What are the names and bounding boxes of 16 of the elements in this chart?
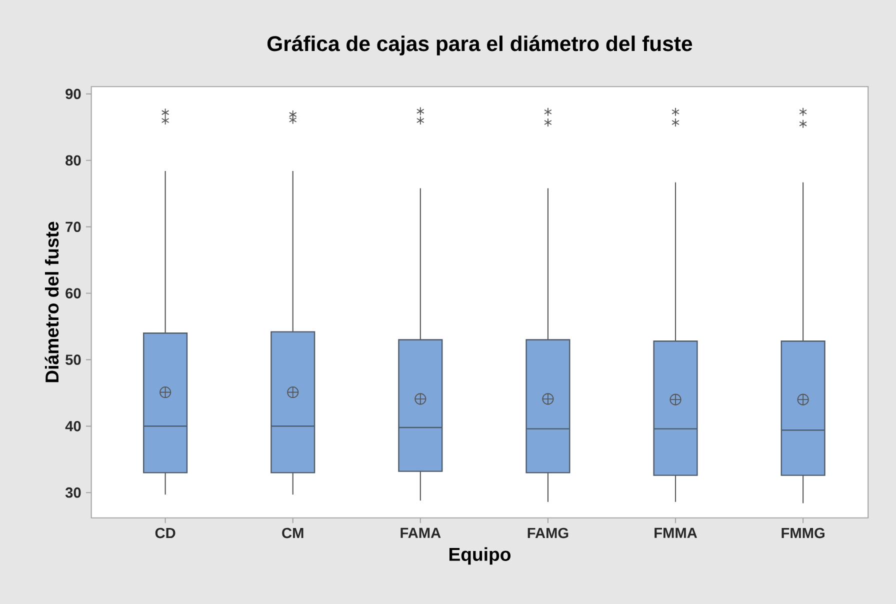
y-tick-label: 70: [66, 221, 81, 232]
chart-title: Gráfica de cajas para el diámetro del fuste: [267, 35, 692, 56]
x-tick-label: CD: [155, 528, 176, 538]
x-tick-label: FAMA: [400, 528, 441, 538]
y-axis-title: Diámetro del fuste: [44, 222, 59, 382]
x-tick-label: FAMG: [528, 528, 568, 538]
y-tick-label: 50: [66, 354, 81, 365]
y-tick-label: 90: [66, 88, 81, 99]
y-tick-label: 40: [65, 420, 81, 432]
y-tick-label: 30: [65, 487, 81, 498]
x-tick-label: CM: [282, 528, 304, 538]
y-tick-label: 60: [66, 288, 81, 298]
x-tick-label: FMMA: [654, 528, 698, 538]
x-axis-title: Equipo: [449, 547, 511, 564]
x-tick-label: FMMG: [782, 528, 824, 538]
y-tick-label: 80: [66, 155, 81, 166]
